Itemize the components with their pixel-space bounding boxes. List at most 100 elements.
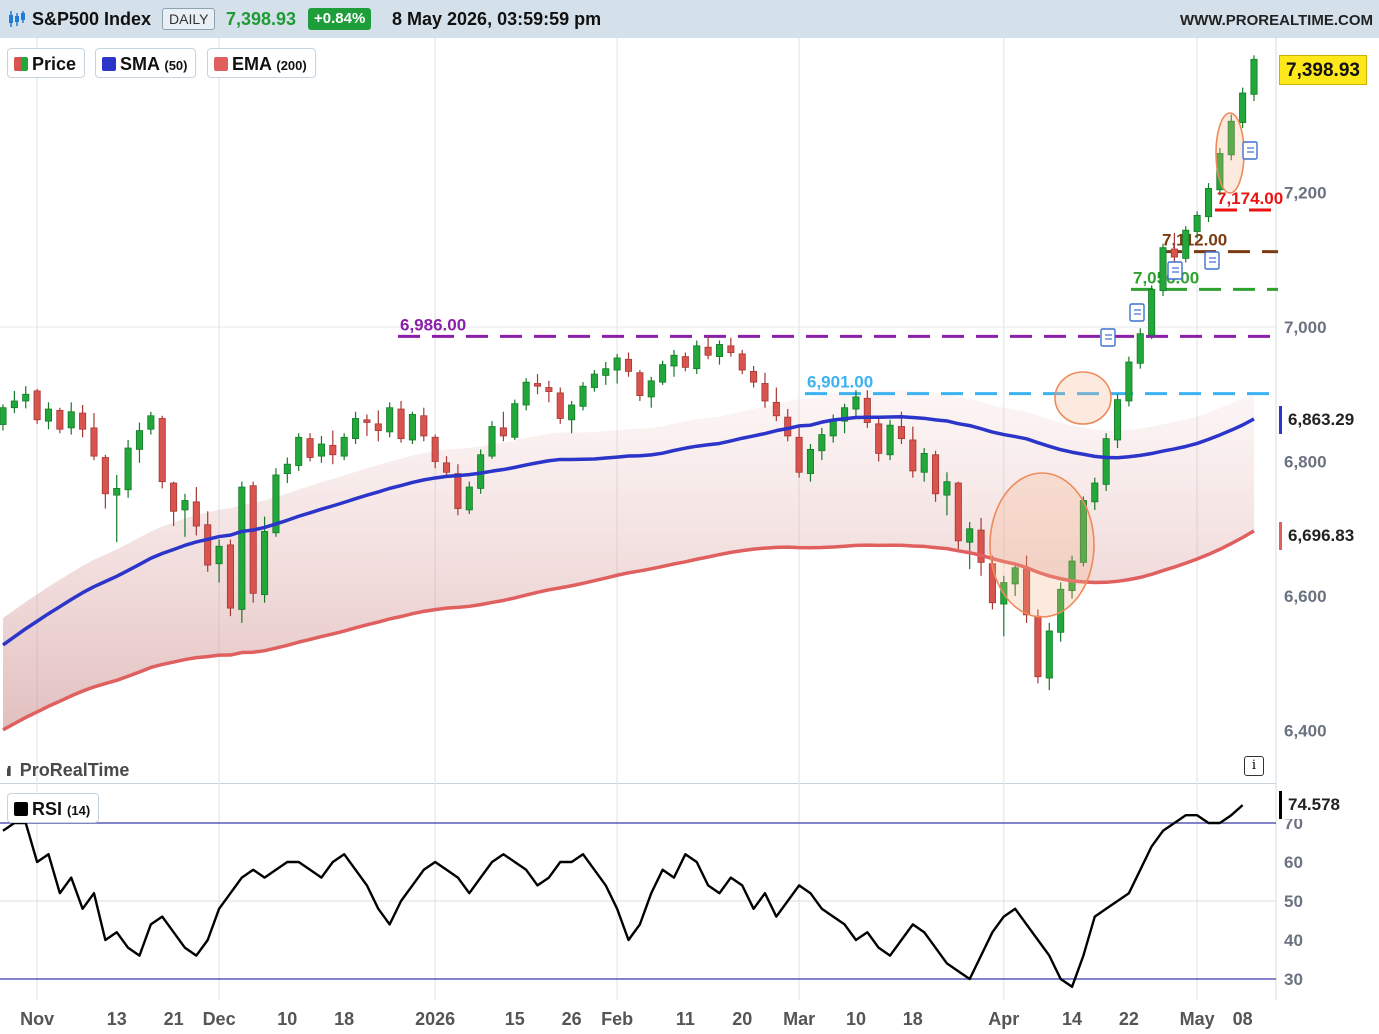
instrument-title[interactable]: S&P500 Index xyxy=(32,9,152,29)
last-price: 7,398.93 xyxy=(226,9,297,29)
candle-body xyxy=(772,401,780,417)
candle-body xyxy=(215,545,223,565)
candle-body xyxy=(1148,288,1156,336)
candle-body xyxy=(568,404,576,421)
candle-body xyxy=(522,381,530,406)
candle-body xyxy=(238,486,246,610)
ema-swatch-icon xyxy=(214,57,228,71)
candle-body xyxy=(613,357,621,371)
date-tick-label: 20 xyxy=(732,1009,752,1029)
date-tick-label: 18 xyxy=(334,1009,354,1029)
candle-body xyxy=(79,412,87,430)
note-icon xyxy=(1129,303,1145,322)
legend-price[interactable]: Price xyxy=(7,48,86,78)
candle-body xyxy=(624,358,633,372)
rsi-line xyxy=(2,804,1244,988)
candle-body xyxy=(829,419,837,437)
date-tick-label: 15 xyxy=(505,1009,525,1029)
candle-body xyxy=(1068,560,1076,592)
candle-body xyxy=(420,415,428,437)
info-icon: i xyxy=(1251,758,1257,773)
level-label: 7,112.00 xyxy=(1162,231,1227,250)
date-tick-label: 21 xyxy=(164,1009,184,1029)
info-button[interactable]: i xyxy=(1244,756,1264,776)
site-url[interactable]: WWW.PROREALTIME.COM xyxy=(1179,12,1373,29)
candle-body xyxy=(977,529,985,563)
candle-body xyxy=(761,383,769,402)
candle-body xyxy=(704,346,712,356)
candle-body xyxy=(841,407,849,422)
candle-body xyxy=(738,353,746,371)
candle-body xyxy=(1204,188,1213,218)
candle-body xyxy=(249,485,257,594)
watermark-logo-icon: ıll xyxy=(6,763,11,779)
last-price-tag: 7,398.93 xyxy=(1279,55,1367,85)
price-tick-label: 6,400 xyxy=(1284,722,1327,741)
legend-rsi-label: RSI xyxy=(32,799,63,819)
date-tick-label: Dec xyxy=(203,1009,236,1029)
rsi-tick-label: 50 xyxy=(1284,892,1303,911)
date-tick-label: Feb xyxy=(601,1009,633,1029)
candle-body xyxy=(329,444,337,456)
candle-body xyxy=(1091,482,1099,503)
rsi-tick-label: 30 xyxy=(1284,970,1303,989)
candle-body xyxy=(602,368,610,376)
candle-body xyxy=(226,544,234,609)
legend-rsi-param: (14) xyxy=(67,803,91,818)
date-tick-label: May xyxy=(1180,1009,1215,1029)
candle-body xyxy=(750,370,758,383)
date-tick-label: 2026 xyxy=(415,1009,455,1029)
candle-body xyxy=(147,415,155,430)
price-tick-label: 7,200 xyxy=(1284,184,1327,203)
legend-sma[interactable]: SMA (50) xyxy=(95,48,197,78)
candle-body xyxy=(101,457,109,495)
rsi-swatch-icon xyxy=(14,802,28,816)
date-tick-label: Mar xyxy=(783,1009,815,1029)
candle-body xyxy=(920,453,928,473)
candle-body xyxy=(454,473,462,509)
legend-ema-param: (200) xyxy=(276,58,307,73)
candle-body xyxy=(113,487,121,496)
legend-ema[interactable]: EMA (200) xyxy=(207,48,316,78)
candle-body xyxy=(1239,92,1247,123)
candle-body xyxy=(1045,630,1053,679)
candle-body xyxy=(306,438,314,458)
candle-body xyxy=(943,481,951,496)
candle-body xyxy=(317,443,325,457)
legend-sma-label: SMA xyxy=(120,54,160,74)
date-tick-label: 10 xyxy=(846,1009,866,1029)
candle-body xyxy=(897,426,905,440)
level-label: 6,986.00 xyxy=(400,315,466,334)
candle-body xyxy=(659,364,667,383)
candle-body xyxy=(1159,247,1167,292)
candle-body xyxy=(693,345,701,370)
candle-body xyxy=(204,524,212,566)
rsi-tick-label: 60 xyxy=(1284,853,1303,872)
candle-body xyxy=(886,424,894,456)
candle-body xyxy=(363,419,371,423)
candle-body xyxy=(875,423,883,454)
candle-body xyxy=(488,426,496,457)
price-tick-label: 6,600 xyxy=(1284,587,1327,606)
candle-body xyxy=(1193,214,1201,232)
note-icon xyxy=(1100,328,1116,347)
candle-body xyxy=(374,423,382,431)
annotation-ellipse xyxy=(1215,112,1245,194)
timeframe-badge[interactable]: DAILY xyxy=(162,8,216,30)
date-tick-label: 26 xyxy=(562,1009,582,1029)
candle-body xyxy=(1216,153,1224,191)
level-label: 6,901.00 xyxy=(807,373,873,392)
candle-body xyxy=(181,500,189,511)
legend-rsi[interactable]: RSI (14) xyxy=(7,793,100,823)
candle-body xyxy=(408,414,416,441)
candle-body xyxy=(67,411,75,429)
candle-body xyxy=(295,436,303,466)
candle-body xyxy=(283,463,291,475)
note-icon xyxy=(1242,141,1258,160)
date-tick-label: Apr xyxy=(988,1009,1019,1029)
candle-body xyxy=(795,436,803,473)
candle-body xyxy=(545,387,553,392)
legend-ema-label: EMA xyxy=(232,54,272,74)
candlestick-icon xyxy=(9,11,25,27)
